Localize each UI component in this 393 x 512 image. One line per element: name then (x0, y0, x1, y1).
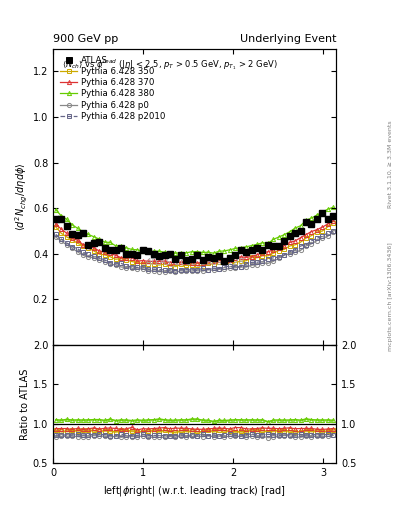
Text: ATLAS_2010_S8894728: ATLAS_2010_S8894728 (145, 258, 244, 266)
Legend: ATLAS, Pythia 6.428 350, Pythia 6.428 370, Pythia 6.428 380, Pythia 6.428 p0, Py: ATLAS, Pythia 6.428 350, Pythia 6.428 37… (60, 56, 165, 121)
Text: $\langle N_{ch}\rangle$ vs $\phi^{lead}$ ($|\eta|$ < 2.5, $p_T$ > 0.5 GeV, $p_{T: $\langle N_{ch}\rangle$ vs $\phi^{lead}$… (62, 57, 277, 73)
Text: 900 GeV pp: 900 GeV pp (53, 33, 118, 44)
X-axis label: left$|\phi$right$|$ (w.r.t. leading track) [rad]: left$|\phi$right$|$ (w.r.t. leading trac… (103, 484, 286, 498)
Text: Underlying Event: Underlying Event (239, 33, 336, 44)
Y-axis label: Ratio to ATLAS: Ratio to ATLAS (20, 369, 30, 440)
Text: Rivet 3.1.10, ≥ 3.3M events: Rivet 3.1.10, ≥ 3.3M events (388, 120, 393, 208)
Y-axis label: $\langle d^2 N_{chg}/d\eta d\phi \rangle$: $\langle d^2 N_{chg}/d\eta d\phi \rangle… (14, 162, 30, 231)
Text: mcplots.cern.ch [arXiv:1306.3436]: mcplots.cern.ch [arXiv:1306.3436] (388, 243, 393, 351)
